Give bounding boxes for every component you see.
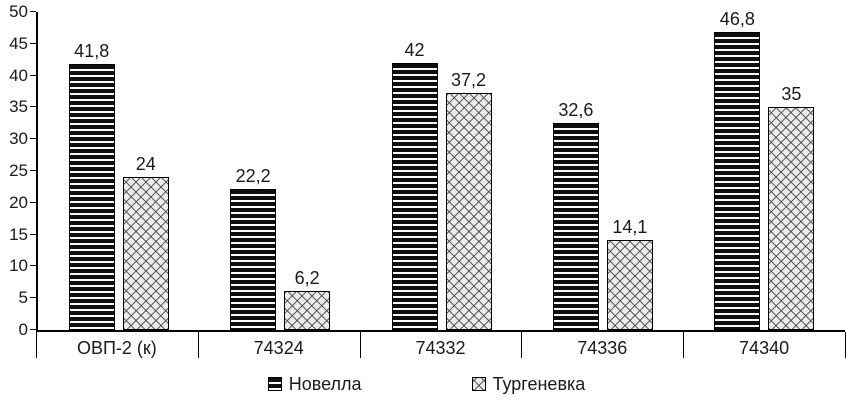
- x-axis-label: 74324: [253, 338, 304, 358]
- y-tick-label: 30: [9, 129, 28, 149]
- y-tick-label: 25: [9, 161, 28, 180]
- x-axis-separator: [36, 332, 37, 358]
- bar-value-label: 32,6: [558, 99, 594, 120]
- legend: Новелла Тургеневка: [0, 374, 853, 394]
- bar-turgenevka: 37,2: [445, 70, 492, 330]
- bar-value-label: 22,2: [235, 165, 271, 186]
- bar-group: 41,8 24: [38, 12, 199, 330]
- bar-value-label: 24: [135, 154, 156, 175]
- bar-group: 22,2 6,2: [199, 12, 360, 330]
- y-tick-label: 50: [9, 2, 28, 21]
- y-tick-mark: [30, 74, 36, 76]
- bar-value-label: 41,8: [74, 41, 110, 62]
- bar-value-label: 6,2: [294, 267, 320, 288]
- bar-novella: 42: [391, 40, 438, 330]
- y-tick-label: 20: [9, 192, 28, 212]
- plot-area: 41,8 24 22,2 6,2 42 37,2 32,6 14,1 46,8 35: [36, 9, 845, 332]
- bar-value-label: 46,8: [719, 9, 755, 30]
- y-tick-label: 5: [18, 288, 28, 308]
- bar-value-label: 37,2: [450, 70, 487, 91]
- bar-turgenevka: 6,2: [284, 268, 331, 330]
- bar-novella: 46,8: [714, 9, 761, 330]
- legend-item-turgenevka: Тургеневка: [471, 374, 586, 394]
- bar-value-label: 42: [404, 39, 425, 60]
- y-tick-mark: [30, 11, 36, 12]
- x-axis-separator: [197, 332, 199, 358]
- y-tick-mark: [30, 201, 36, 203]
- y-tick-mark: [30, 138, 36, 140]
- bar-novella: 32,6: [552, 100, 599, 330]
- y-tick-label: 35: [9, 97, 28, 117]
- x-axis-separator: [845, 332, 846, 358]
- y-tick-mark: [30, 329, 36, 330]
- y-tick-mark: [30, 106, 36, 108]
- diamonds-swatch-icon: [471, 377, 486, 391]
- y-tick-label: 0: [18, 320, 28, 339]
- y-tick-mark: [30, 265, 36, 267]
- y-tick-label: 10: [9, 256, 28, 276]
- x-axis-separator: [359, 332, 361, 358]
- bar-novella: 22,2: [230, 166, 277, 330]
- x-axis-label: ОВП-2 (к): [76, 338, 157, 358]
- bar-turgenevka: 24: [122, 154, 169, 330]
- legend-label-turgenevka: Тургеневка: [492, 374, 586, 394]
- y-tick-mark: [30, 170, 36, 171]
- y-tick-mark: [30, 297, 36, 299]
- y-tick-label: 45: [9, 33, 28, 53]
- stripes-swatch-icon: [267, 377, 282, 391]
- y-tick-label: 40: [9, 65, 28, 85]
- bar-group: 46,8 35: [684, 9, 845, 330]
- y-tick-mark: [30, 42, 36, 44]
- x-axis-label: 74332: [415, 338, 466, 358]
- x-axis-labels: ОВП-2 (к) 74324 74332 74336 74340: [36, 336, 845, 364]
- bar-group: 32,6 14,1: [522, 12, 683, 330]
- legend-label-novella: Новелла: [288, 374, 362, 394]
- bar-value-label: 14,1: [612, 217, 648, 238]
- bar-group: 42 37,2: [361, 12, 522, 330]
- y-tick-mark: [30, 233, 36, 235]
- bar-turgenevka: 35: [768, 84, 815, 330]
- bar-novella: 41,8: [68, 41, 115, 330]
- x-axis-separator: [521, 332, 523, 358]
- bar-groups: 41,8 24 22,2 6,2 42 37,2 32,6 14,1 46,8 35: [38, 9, 845, 330]
- legend-item-novella: Новелла: [267, 374, 362, 394]
- x-axis-separator: [683, 332, 685, 358]
- x-axis-label: 74340: [739, 338, 790, 358]
- x-axis-label: 74336: [577, 338, 628, 358]
- bar-turgenevka: 14,1: [606, 217, 653, 330]
- bar-value-label: 35: [781, 84, 802, 105]
- y-tick-label: 15: [9, 224, 28, 244]
